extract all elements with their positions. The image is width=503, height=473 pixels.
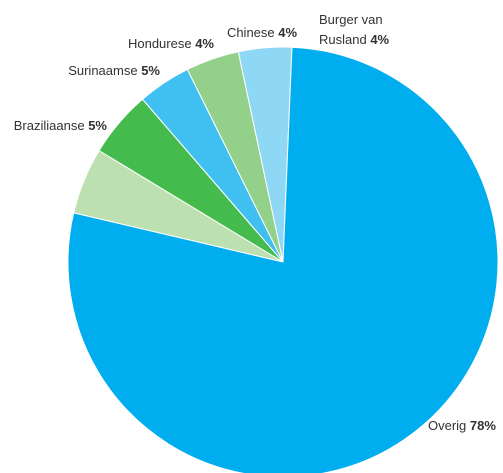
slice-label-chinese: Chinese 4% <box>227 25 298 40</box>
slice-label-surinaamse: Surinaamse 5% <box>68 63 160 78</box>
slice-label-braziliaanse: Braziliaanse 5% <box>14 118 108 133</box>
pie-slice-overig <box>67 46 499 473</box>
slice-label-hondurese: Hondurese 4% <box>128 36 214 51</box>
pie-slices <box>67 46 499 473</box>
slice-label-overig: Overig 78% <box>428 418 496 433</box>
slice-label-burger-van-rusland: Burger van Rusland 4% <box>319 12 390 47</box>
